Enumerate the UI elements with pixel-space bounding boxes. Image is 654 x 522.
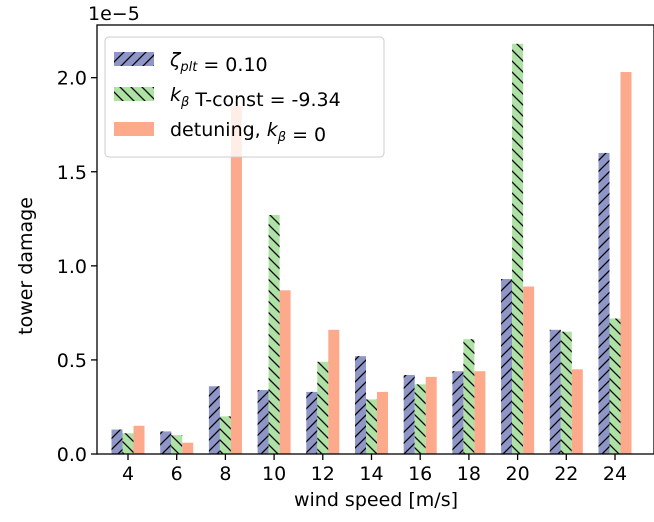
x-tick-label: 24 bbox=[603, 463, 627, 485]
legend-swatch-3 bbox=[114, 122, 154, 136]
bar-hatch-series2-8 bbox=[219, 416, 231, 454]
bar-hatch-series2-10 bbox=[268, 215, 280, 454]
legend-swatch-hatch-1 bbox=[114, 52, 154, 66]
y-tick-label: 0.0 bbox=[57, 444, 87, 466]
legend-box bbox=[104, 36, 385, 158]
bar-hatch-series1-16 bbox=[403, 374, 415, 454]
bar-hatch-series2-20 bbox=[512, 43, 524, 454]
legend-label-2: kβ T-const = -9.34kβ T-const = -9.34 bbox=[170, 84, 341, 111]
bar-series3-22 bbox=[571, 369, 583, 454]
bar-series3-8 bbox=[230, 105, 242, 454]
legend-swatch-hatch-2 bbox=[114, 87, 154, 101]
bar-hatch-series1-18 bbox=[452, 371, 464, 454]
bars-group bbox=[111, 43, 632, 454]
bar-hatch-series1-6 bbox=[160, 431, 172, 454]
bar-hatch-series1-8 bbox=[208, 386, 220, 454]
bar-hatch-series2-24 bbox=[609, 318, 621, 454]
x-tick-label: 22 bbox=[554, 463, 578, 485]
bar-hatch-series1-20 bbox=[501, 279, 513, 454]
x-ticks-group: 4 6 8 10 12 14 16 18 20 22 24 bbox=[122, 454, 627, 485]
bar-series3-20 bbox=[523, 286, 535, 454]
bar-hatch-series2-4 bbox=[122, 433, 134, 454]
x-tick-label: 18 bbox=[457, 463, 481, 485]
bar-hatch-series2-14 bbox=[366, 399, 377, 454]
offset-text: 1e−5 bbox=[88, 3, 140, 25]
bar-series3-10 bbox=[279, 290, 291, 454]
y-tick-label: 0.5 bbox=[57, 350, 87, 372]
bar-series3-14 bbox=[377, 391, 388, 454]
bar-hatch-series2-12 bbox=[317, 361, 329, 454]
bar-series3-12 bbox=[328, 329, 340, 454]
plot-frame bbox=[96, 24, 654, 455]
x-tick-label: 8 bbox=[219, 463, 231, 485]
bar-hatch-series2-22 bbox=[560, 331, 572, 454]
bar-series3-24 bbox=[620, 72, 632, 454]
y-tick-label: 2.0 bbox=[57, 68, 87, 90]
bar-hatch-series1-22 bbox=[549, 329, 561, 454]
legend-label-1: ζplt = 0.10ζplt = 0.10 bbox=[169, 49, 268, 76]
y-ticks-group: 0.0 0.5 1.0 1.5 2.0 bbox=[57, 68, 97, 466]
bar-hatch-series1-10 bbox=[257, 390, 269, 454]
x-tick-label: 14 bbox=[359, 463, 383, 485]
y-axis-label: tower damage bbox=[15, 197, 37, 335]
x-tick-label: 6 bbox=[171, 463, 183, 485]
x-tick-label: 16 bbox=[408, 463, 432, 485]
bar-hatch-series1-14 bbox=[355, 356, 366, 454]
bar-hatch-series2-18 bbox=[463, 339, 475, 454]
x-tick-label: 20 bbox=[506, 463, 530, 485]
bar-series3-16 bbox=[425, 376, 437, 454]
bar-series3-18 bbox=[474, 371, 486, 454]
bar-hatch-series1-4 bbox=[111, 429, 123, 454]
legend-label-3: detuning, kβ = 0detuning, kβ = 0 bbox=[170, 119, 326, 146]
bar-hatch-series1-12 bbox=[306, 391, 318, 454]
bar-series3-4 bbox=[133, 425, 145, 454]
bar-series3-6 bbox=[182, 442, 194, 454]
x-axis-label: wind speed [m/s] bbox=[294, 489, 458, 511]
x-tick-label: 12 bbox=[311, 463, 335, 485]
bar-hatch-series1-24 bbox=[598, 152, 610, 454]
y-tick-label: 1.5 bbox=[57, 162, 87, 184]
x-tick-label: 10 bbox=[262, 463, 286, 485]
y-tick-label: 1.0 bbox=[57, 256, 87, 278]
bar-hatch-series2-16 bbox=[414, 384, 426, 454]
bar-hatch-series2-6 bbox=[171, 435, 183, 454]
legend: ζplt = 0.10ζplt = 0.10 kβ T-const = -9.34… bbox=[104, 36, 385, 158]
x-tick-label: 4 bbox=[122, 463, 134, 485]
